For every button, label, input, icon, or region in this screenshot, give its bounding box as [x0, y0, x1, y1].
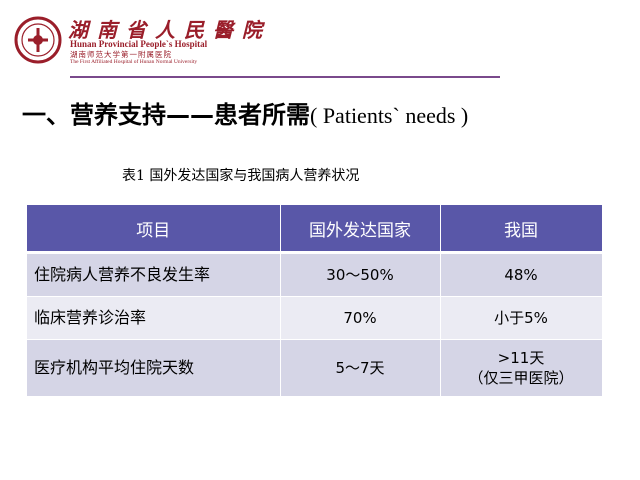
row-china-value: 48%: [440, 252, 603, 297]
column-header-china: 我国: [440, 205, 603, 254]
hospital-name-en: Hunan Provincial People`s Hospital: [70, 39, 208, 49]
row-item: 临床营养诊治率: [27, 296, 281, 340]
slide-title-cn: 一、营养支持——患者所需: [22, 101, 310, 129]
table-caption: 表1 国外发达国家与我国病人营养状况: [122, 168, 360, 184]
row-china-value: 小于5%: [440, 296, 603, 340]
row-foreign-value: 5～7天: [280, 339, 441, 397]
column-header-foreign: 国外发达国家: [280, 205, 441, 254]
column-header-item: 项目: [27, 205, 281, 254]
table-header-row: 项目 国外发达国家 我国: [27, 205, 603, 254]
row-china-value-line2: （仅三甲医院）: [468, 369, 574, 387]
row-foreign-value: 70%: [280, 296, 441, 340]
row-item: 住院病人营养不良发生率: [27, 252, 281, 297]
row-china-value-line1: >11天: [497, 349, 545, 367]
table-row: 临床营养诊治率 70% 小于5%: [27, 296, 603, 340]
row-foreign-value: 30～50%: [280, 252, 441, 297]
hospital-name-cn: 湖南省人民醫院: [68, 18, 271, 42]
comparison-table: 项目 国外发达国家 我国 住院病人营养不良发生率 30～50% 48% 临床营养…: [27, 205, 603, 397]
header-divider: [70, 76, 500, 78]
slide-title-en: ( Patients` needs ): [310, 103, 469, 128]
hospital-subname-cn: 湖南师范大学第一附属医院: [70, 50, 172, 59]
slide-title: 一、营养支持——患者所需( Patients` needs ): [22, 95, 468, 130]
hospital-subname-en: The First Affiliated Hospital of Hunan N…: [70, 59, 198, 65]
table-row: 住院病人营养不良发生率 30～50% 48%: [27, 252, 603, 297]
table-row: 医疗机构平均住院天数 5～7天 >11天 （仅三甲医院）: [27, 339, 603, 397]
row-china-value: >11天 （仅三甲医院）: [440, 339, 603, 397]
hospital-seal-icon: [14, 16, 62, 64]
row-item: 医疗机构平均住院天数: [27, 339, 281, 397]
